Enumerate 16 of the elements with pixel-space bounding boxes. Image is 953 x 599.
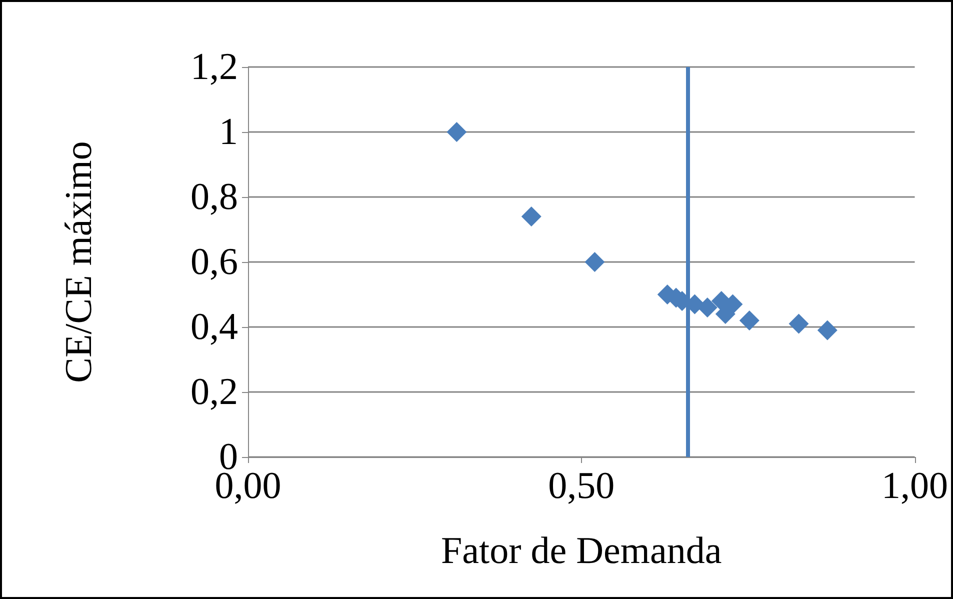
point	[817, 320, 838, 340]
y-axis-title: CE/CE máximo	[58, 141, 100, 383]
point	[446, 122, 467, 142]
y-tick-label: 0,4	[190, 306, 238, 348]
y-tick-label: 0,6	[190, 241, 238, 283]
x-axis-title: Fator de Demanda	[441, 530, 722, 572]
point	[788, 314, 809, 334]
point	[739, 310, 760, 330]
x-tick-label: 0,50	[548, 465, 615, 507]
y-tick-label: 0,2	[190, 371, 238, 413]
point	[521, 206, 542, 226]
y-tick-label: 1,2	[190, 46, 238, 88]
x-tick-label: 1,00	[882, 465, 948, 507]
point	[584, 252, 605, 272]
y-tick-label: 1	[219, 111, 238, 153]
y-tick-label: 0,8	[190, 176, 238, 218]
